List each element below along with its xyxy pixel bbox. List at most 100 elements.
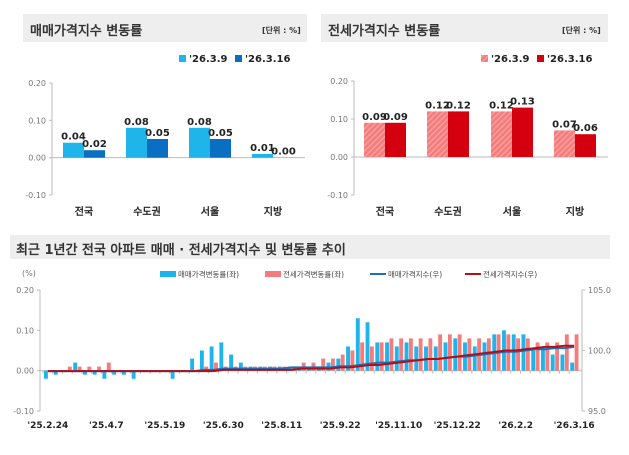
data-label: 0.12 — [489, 100, 514, 111]
legend-label: 매매가격지수(우) — [388, 269, 442, 279]
bar — [252, 153, 273, 158]
bar — [385, 122, 406, 157]
y-tick-label: 0.20 — [28, 79, 46, 88]
x-tick-label: '26.3.16 — [554, 421, 595, 431]
jeonse-rate-bar — [214, 362, 218, 371]
data-label: 0.05 — [145, 128, 170, 139]
jeonse-rate-bar — [330, 358, 335, 371]
legend-label: 매매가격변동률(좌) — [178, 269, 239, 279]
data-label: 0.00 — [271, 147, 296, 158]
legend-label: 전세가격변동률(좌) — [283, 269, 344, 279]
sale-rate-bar — [355, 318, 360, 371]
sale-rate-bar — [287, 366, 292, 371]
y2-tick-label: 95.0 — [588, 407, 606, 416]
data-label: 0.12 — [425, 100, 450, 111]
y2-tick-label: 100.0 — [588, 347, 611, 356]
y-tick-label: -0.10 — [13, 407, 34, 416]
data-label: 0.05 — [208, 128, 233, 139]
legend-swatch — [160, 271, 176, 277]
jeonse-rate-bar — [97, 366, 101, 371]
jeonse-rate-bar — [321, 358, 326, 371]
bar — [448, 111, 469, 157]
data-label: 0.13 — [510, 97, 535, 108]
legend-label: '26.3.16 — [547, 54, 592, 65]
jeonse-rate-bar — [77, 366, 82, 371]
sale-rate-bar — [92, 370, 97, 375]
sale-rate-bar — [229, 354, 234, 371]
sale-rate-bar — [541, 346, 545, 371]
sale-rate-bar — [219, 342, 224, 371]
legend-label: '26.3.9 — [491, 54, 530, 65]
sale-rate-bar — [394, 346, 399, 371]
title-bar-trend — [10, 235, 610, 259]
category-label: 전국 — [75, 205, 93, 218]
y-tick-label: 0.00 — [330, 153, 348, 162]
y-tick-label: 0.10 — [16, 326, 34, 335]
sale-rate-bar — [238, 362, 243, 371]
jeonse-rate-bar — [408, 338, 413, 371]
category-label: 수도권 — [434, 206, 462, 218]
data-label: 0.02 — [82, 139, 107, 150]
jeonse-chart-title: 전세가격지수 변동률 — [328, 24, 441, 39]
bar — [147, 139, 168, 158]
data-label: 0.06 — [573, 123, 598, 134]
sale-rate-bar — [531, 350, 536, 371]
data-label: 0.04 — [61, 132, 86, 143]
y-tick-label: -0.10 — [327, 191, 348, 200]
data-label: 0.08 — [124, 117, 149, 128]
category-label: 서울 — [201, 205, 219, 218]
jeonse-rate-bar — [447, 334, 452, 371]
bar — [210, 139, 231, 158]
sale-rate-bar — [102, 370, 107, 379]
y-tick-label: 0.00 — [16, 367, 34, 376]
bar — [491, 111, 512, 157]
category-label: 서울 — [503, 205, 521, 218]
sale-rate-bar — [375, 342, 380, 371]
legend-label: '26.3.16 — [245, 54, 290, 65]
data-label: 0.09 — [362, 112, 387, 123]
jeonse-index-line — [47, 344, 575, 373]
y-tick-label: 0.20 — [16, 286, 34, 295]
sale-rate-bar — [482, 342, 487, 371]
sale-rate-bar — [472, 346, 477, 371]
x-tick-label: '25.11.10 — [375, 421, 422, 431]
sale-rate-bar — [550, 354, 555, 371]
sale-rate-bar — [209, 346, 214, 371]
legend-swatch — [481, 55, 488, 62]
sale-rate-bar — [73, 362, 78, 371]
data-label: 0.01 — [250, 143, 275, 154]
sale-rate-bar — [453, 338, 458, 371]
sale-rate-bar — [560, 354, 565, 371]
data-label: 0.08 — [187, 117, 212, 128]
jeonse-unit: [단위 : %] — [562, 26, 601, 35]
jeonse-rate-bar — [360, 342, 365, 371]
sale-chart-title: 매매가격지수 변동률 — [30, 24, 143, 39]
y-tick-label: 0.10 — [28, 116, 46, 125]
x-tick-label: '25.2.24 — [27, 421, 68, 431]
x-tick-label: '25.5.19 — [144, 421, 185, 431]
jeonse-rate-bar — [389, 338, 394, 371]
jeonse-rate-bar — [379, 342, 384, 371]
sale-rate-bar — [112, 370, 117, 375]
x-tick-label: '26.2.2 — [498, 421, 533, 431]
y-tick-label: 0.00 — [28, 154, 46, 163]
jeonse-rate-bar — [369, 346, 374, 371]
y-tick-label: 0.20 — [330, 77, 348, 86]
sale-rate-bar — [365, 322, 370, 371]
jeonse-rate-bar — [545, 342, 550, 371]
sale-rate-bar — [414, 346, 419, 371]
jeonse-rate-bar — [516, 338, 521, 371]
sale-unit: [단위 : %] — [262, 26, 301, 35]
jeonse-rate-bar — [340, 354, 345, 371]
data-label: 0.07 — [552, 119, 577, 130]
jeonse-rate-bar — [564, 334, 569, 371]
jeonse-rate-bar — [418, 338, 423, 371]
category-label: 지방 — [566, 205, 585, 218]
sale-rate-bar — [199, 350, 204, 371]
bar — [84, 150, 105, 158]
sale-rate-bar — [44, 370, 48, 379]
legend-label: 전세가격지수(우) — [483, 269, 537, 279]
jeonse-rate-bar — [525, 338, 530, 371]
jeonse-rate-bar — [574, 334, 579, 371]
